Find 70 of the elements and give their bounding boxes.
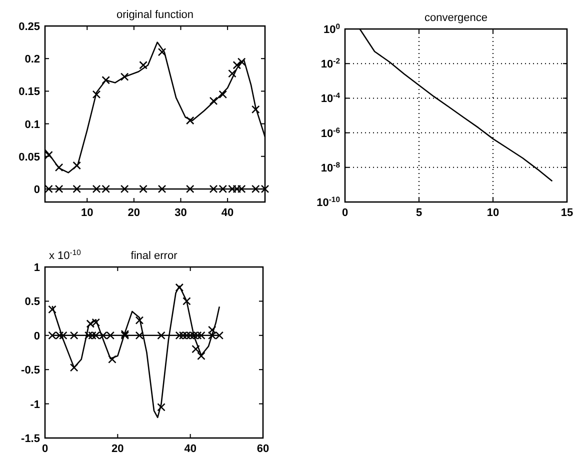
point (44, 184, 53, 194)
y-tick-label: -1.5 (21, 433, 40, 445)
point (218, 90, 228, 99)
x-tick-label: 40 (221, 207, 234, 219)
point (158, 48, 166, 56)
y-tick-label: 0.05 (18, 151, 40, 164)
y-tick-label: -1 (30, 398, 40, 411)
point (54, 163, 64, 172)
point (251, 105, 260, 114)
point (72, 184, 81, 194)
point (175, 283, 184, 292)
point (158, 184, 166, 194)
x-tick-label: 0 (42, 443, 48, 455)
y-tick-label: 10$^{-10}$ (316, 194, 340, 209)
point (182, 297, 191, 306)
point (70, 331, 78, 340)
point (135, 316, 144, 324)
y-tick-label: 0 (34, 330, 40, 342)
y-tick-label: 0.15 (18, 86, 40, 98)
y-tick-label: 0.5 (24, 296, 40, 308)
x-tick-label: 5 (416, 207, 422, 219)
point (92, 90, 101, 99)
y-tick-label: 0 (34, 184, 40, 196)
point (157, 331, 166, 340)
x-tick-label: 40 (184, 443, 196, 455)
y-tick-label: 10$^{-2}$ (320, 56, 340, 71)
point (88, 331, 96, 340)
point (139, 184, 148, 194)
x-tick-label: 15 (560, 207, 574, 219)
point (48, 305, 56, 314)
text: x 10$^{-10}$ (49, 248, 81, 262)
point (120, 72, 129, 81)
y-tick-label: 10$^{0}$ (323, 22, 340, 36)
y-tick-label: 10$^{-8}$ (320, 160, 341, 174)
point (186, 116, 194, 125)
y-tick-label: 0.2 (24, 54, 40, 66)
x-tick-label: 0 (342, 207, 348, 219)
chart-title: final error (130, 250, 178, 262)
point (70, 363, 78, 372)
point (108, 355, 116, 364)
x-tick-label: 10 (81, 207, 94, 219)
point (157, 403, 166, 412)
point (209, 96, 218, 106)
x-tick-label: 60 (256, 443, 270, 455)
y-tick-label: 1 (34, 262, 40, 274)
chart-title: convergence (424, 12, 488, 24)
point (237, 58, 246, 66)
point (232, 60, 242, 70)
point (72, 161, 81, 170)
point (120, 184, 129, 194)
point (54, 184, 64, 194)
point (192, 344, 200, 354)
y-tick-label: 0.25 (18, 21, 40, 33)
x-tick-label: 10 (486, 207, 500, 219)
point (228, 69, 236, 78)
point (139, 60, 148, 70)
x-tick-label: 20 (128, 207, 140, 219)
y-tick-label: -0.5 (21, 364, 40, 377)
chart-title: original function (116, 9, 194, 21)
point (59, 331, 68, 340)
x-tick-label: 30 (174, 207, 187, 219)
point (197, 352, 206, 360)
y-tick-label: 10$^{-6}$ (320, 125, 340, 140)
x-tick-label: 20 (112, 443, 124, 455)
point (208, 326, 216, 334)
point (102, 76, 110, 84)
y-tick-label: 0.1 (24, 118, 40, 131)
point (135, 331, 144, 340)
point (186, 184, 194, 194)
y-tick-label: 10$^{-4}$ (320, 90, 341, 106)
